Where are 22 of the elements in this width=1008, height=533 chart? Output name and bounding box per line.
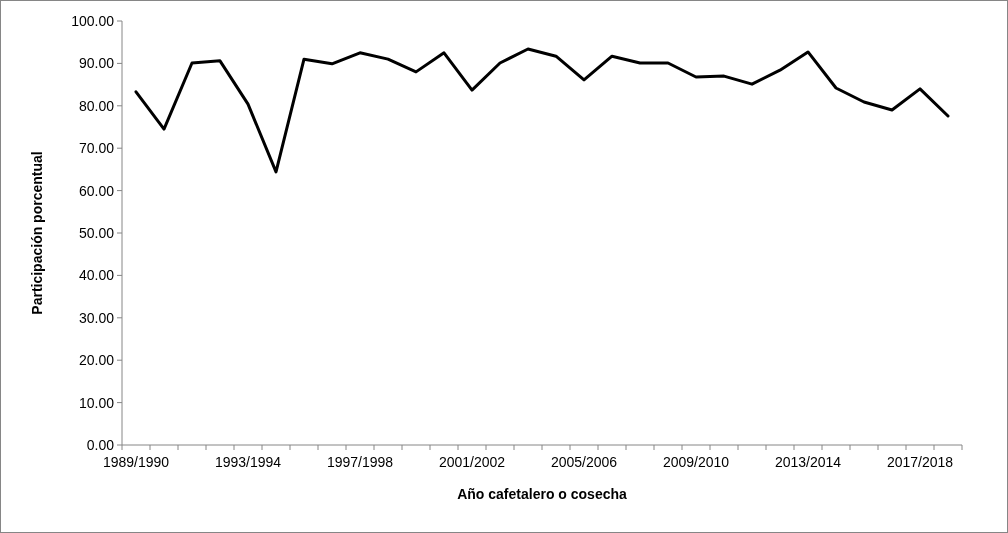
x-tick-label: 2013/2014 <box>774 454 842 470</box>
x-tick-label: 2005/2006 <box>550 454 618 470</box>
x-tick-label: 2009/2010 <box>662 454 730 470</box>
line-series <box>134 47 950 174</box>
y-tick-label: 0.00 <box>86 436 115 453</box>
y-tick-label: 80.00 <box>78 97 115 114</box>
y-tick-label: 30.00 <box>78 309 115 326</box>
y-tick-label: 100.00 <box>71 12 115 29</box>
y-tick-label: 50.00 <box>78 224 115 241</box>
x-tick-label: 2017/2018 <box>886 454 954 470</box>
y-tick-label: 60.00 <box>78 182 115 199</box>
y-axis-title: Participación porcentual <box>29 151 45 315</box>
x-tick-label: 1993/1994 <box>214 454 282 470</box>
y-tick-label: 70.00 <box>78 140 115 157</box>
x-tick-label: 2001/2002 <box>438 454 506 470</box>
y-tick-label: 10.00 <box>78 394 115 411</box>
x-axis-title: Año cafetalero o cosecha <box>457 486 628 502</box>
y-tick-label: 90.00 <box>78 55 115 72</box>
x-tick-label: 1989/1990 <box>102 454 170 470</box>
y-tick-label: 40.00 <box>78 267 115 284</box>
y-tick-label: 20.00 <box>78 352 115 369</box>
x-tick-label: 1997/1998 <box>326 454 394 470</box>
